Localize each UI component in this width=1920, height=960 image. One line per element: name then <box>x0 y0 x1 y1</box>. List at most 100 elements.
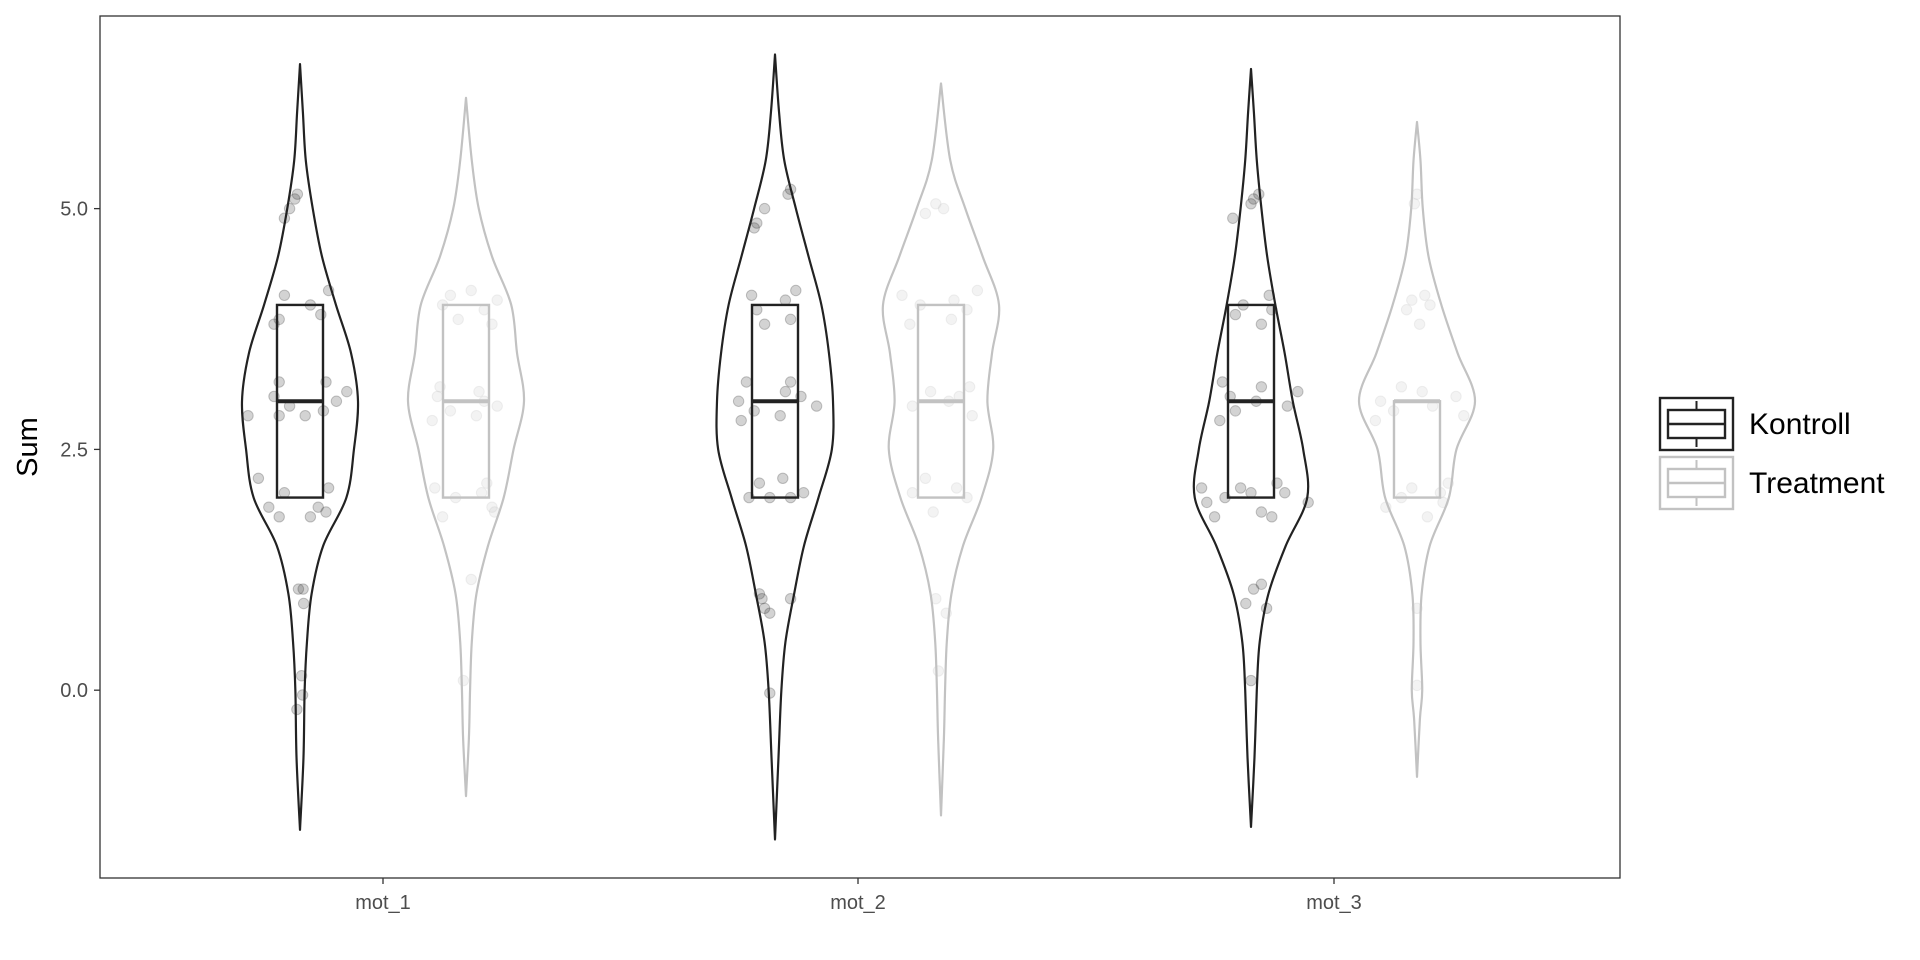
data-point <box>1370 415 1380 425</box>
data-point <box>298 584 308 594</box>
data-point <box>798 488 808 498</box>
data-point <box>951 483 961 493</box>
data-point <box>1407 295 1417 305</box>
data-point <box>432 391 442 401</box>
data-point <box>1241 598 1251 608</box>
data-point <box>274 512 284 522</box>
data-point <box>492 295 502 305</box>
data-point <box>264 502 274 512</box>
data-point <box>946 314 956 324</box>
data-point <box>933 666 943 676</box>
data-point <box>907 401 917 411</box>
data-point <box>1282 401 1292 411</box>
data-point <box>437 512 447 522</box>
data-point <box>323 483 333 493</box>
data-point <box>1451 391 1461 401</box>
data-point <box>785 377 795 387</box>
data-point <box>1228 213 1238 223</box>
data-point <box>1443 478 1453 488</box>
data-point <box>754 589 764 599</box>
data-point <box>1256 579 1266 589</box>
data-point <box>785 184 795 194</box>
data-point <box>765 688 775 698</box>
data-point <box>905 319 915 329</box>
plot-area: 0.0 2.5 5.0 mot_1 mot_2 mot_3 <box>60 16 1620 914</box>
data-point <box>445 290 455 300</box>
y-axis-title-group: Sum <box>12 417 44 477</box>
data-point <box>1381 502 1391 512</box>
data-point <box>1230 309 1240 319</box>
data-point <box>298 598 308 608</box>
y-tick-label: 0.0 <box>60 680 88 702</box>
data-point <box>1303 497 1313 507</box>
data-point <box>941 608 951 618</box>
data-point <box>300 410 310 420</box>
data-point <box>972 285 982 295</box>
data-point <box>1401 305 1411 315</box>
data-point <box>928 507 938 517</box>
data-point <box>811 401 821 411</box>
data-point <box>931 199 941 209</box>
data-point <box>1256 319 1266 329</box>
violin-shape <box>408 98 524 796</box>
data-point <box>1412 603 1422 613</box>
data-point <box>1209 512 1219 522</box>
data-point <box>775 410 785 420</box>
data-point <box>279 213 289 223</box>
data-point <box>1230 406 1240 416</box>
data-point <box>1196 483 1206 493</box>
data-point <box>1412 680 1422 690</box>
data-point <box>754 478 764 488</box>
data-point <box>1246 675 1256 685</box>
data-point <box>297 690 307 700</box>
x-tick-label: mot_2 <box>830 892 886 914</box>
data-point <box>785 314 795 324</box>
data-point <box>331 396 341 406</box>
data-point <box>920 473 930 483</box>
violin-shape <box>716 55 833 840</box>
data-point <box>445 406 455 416</box>
data-point <box>1412 189 1422 199</box>
data-point <box>1420 290 1430 300</box>
data-point <box>1293 386 1303 396</box>
data-point <box>274 377 284 387</box>
data-point <box>274 314 284 324</box>
legend: Kontroll Treatment <box>1660 398 1885 509</box>
data-point <box>733 396 743 406</box>
x-tick-label: mot_1 <box>355 892 411 914</box>
data-point <box>931 593 941 603</box>
legend-label-treatment: Treatment <box>1749 467 1885 500</box>
violin-group-treatment-mot_3 <box>1359 122 1475 777</box>
violin-group-kontroll-mot_3 <box>1194 69 1314 827</box>
data-point <box>492 401 502 411</box>
violin-shape <box>1194 69 1308 827</box>
data-point <box>920 208 930 218</box>
box-iqr <box>1394 401 1440 497</box>
data-point <box>1407 483 1417 493</box>
data-point <box>1261 603 1271 613</box>
data-point <box>967 410 977 420</box>
y-axis-title: Sum <box>12 417 44 477</box>
x-tick-label: mot_3 <box>1306 892 1362 914</box>
data-point <box>1254 189 1264 199</box>
data-point <box>274 410 284 420</box>
data-point <box>1409 199 1419 209</box>
data-point <box>458 675 468 685</box>
legend-label-kontroll: Kontroll <box>1749 408 1851 441</box>
data-point <box>453 314 463 324</box>
data-point <box>964 382 974 392</box>
violin-shape <box>242 64 358 830</box>
data-point <box>778 473 788 483</box>
data-point <box>253 473 263 483</box>
data-point <box>243 410 253 420</box>
data-point <box>1256 507 1266 517</box>
data-point <box>292 189 302 199</box>
data-point <box>1425 300 1435 310</box>
violin-group-kontroll-mot_1 <box>242 64 358 830</box>
data-point <box>1459 410 1469 420</box>
data-point <box>759 319 769 329</box>
data-point <box>1202 497 1212 507</box>
data-point <box>342 386 352 396</box>
data-point <box>427 415 437 425</box>
